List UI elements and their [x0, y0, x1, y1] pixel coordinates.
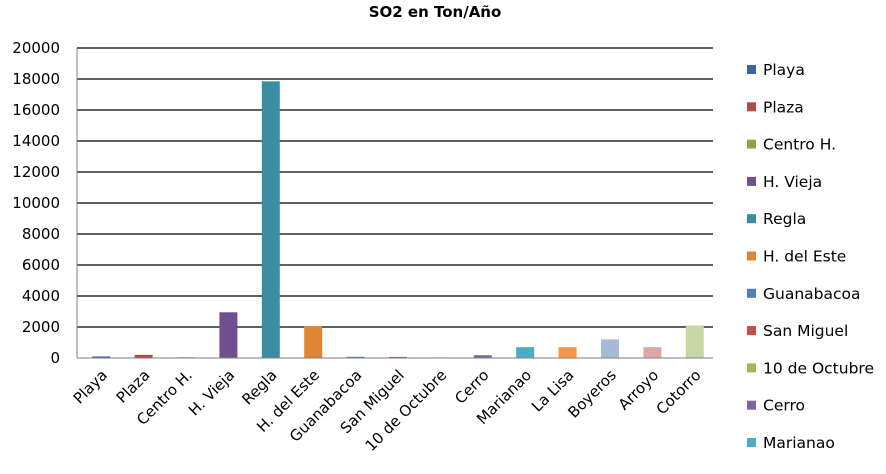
legend-label: Guanabacoa: [763, 285, 861, 303]
bar-cerro: [473, 355, 492, 358]
y-tick-label: 12000: [12, 163, 60, 181]
legend-swatch: [747, 65, 756, 74]
legend: Playa Plaza Centro H. H. Vieja Regla H. del E…: [747, 61, 874, 452]
legend-label: H. del Este: [763, 248, 846, 266]
legend-label: 10 de Octubre: [763, 359, 874, 377]
grid-lines: [77, 47, 713, 328]
axes: [76, 48, 713, 359]
y-tick-label: 2000: [22, 318, 60, 336]
legend-swatch: [747, 139, 756, 149]
y-tick-label: 6000: [22, 256, 60, 274]
legend-label: Playa: [763, 61, 805, 79]
legend-label: Regla: [763, 210, 806, 228]
y-axis-tick-labels: 0 2000 4000 6000 8000 10000 12000 14000 16000 180…: [12, 39, 60, 367]
bar-la-lisa: [558, 347, 577, 358]
legend-label: Marianao: [763, 434, 835, 452]
legend-label: H. Vieja: [763, 173, 822, 191]
y-tick-label: 8000: [22, 225, 60, 243]
legend-swatch: [747, 102, 756, 112]
bar-regla: [261, 81, 280, 358]
y-tick-label: 0: [50, 349, 60, 367]
bars: [92, 81, 704, 358]
legend-swatch: [747, 288, 756, 298]
y-tick-label: 20000: [12, 39, 60, 57]
bar-plaza: [134, 354, 153, 358]
y-tick-label: 18000: [12, 70, 60, 88]
y-tick-label: 14000: [12, 132, 60, 150]
y-tick-label: 16000: [12, 101, 60, 119]
bar-boyeros: [601, 339, 619, 358]
legend-swatch: [747, 326, 756, 336]
legend-swatch: [747, 176, 756, 186]
legend-swatch: [747, 400, 756, 410]
legend-swatch: [747, 363, 756, 373]
bar-h-del-este: [304, 326, 323, 358]
x-category-label: Cotorro: [653, 366, 705, 418]
legend-label: Centro H.: [763, 136, 836, 154]
bar-arroyo: [643, 347, 662, 358]
legend-label: San Miguel: [763, 322, 848, 340]
chart-title: SO2 en Ton/Año: [369, 3, 502, 21]
x-category-label: H. Vieja: [185, 366, 238, 419]
x-category-label: Playa: [70, 366, 111, 407]
legend-swatch: [747, 214, 756, 224]
bar-h-vieja: [219, 312, 238, 358]
bar-san-miguel: [389, 356, 407, 358]
bar-cotorro: [685, 325, 704, 358]
y-tick-label: 10000: [12, 194, 60, 212]
bar-playa: [92, 356, 111, 358]
legend-label: Cerro: [763, 397, 805, 415]
y-tick-label: 4000: [22, 287, 60, 305]
legend-swatch: [747, 438, 756, 447]
bar-marianao: [516, 347, 535, 358]
legend-label: Plaza: [763, 98, 804, 116]
legend-swatch: [747, 251, 756, 261]
bar-guanabacoa: [346, 356, 365, 358]
